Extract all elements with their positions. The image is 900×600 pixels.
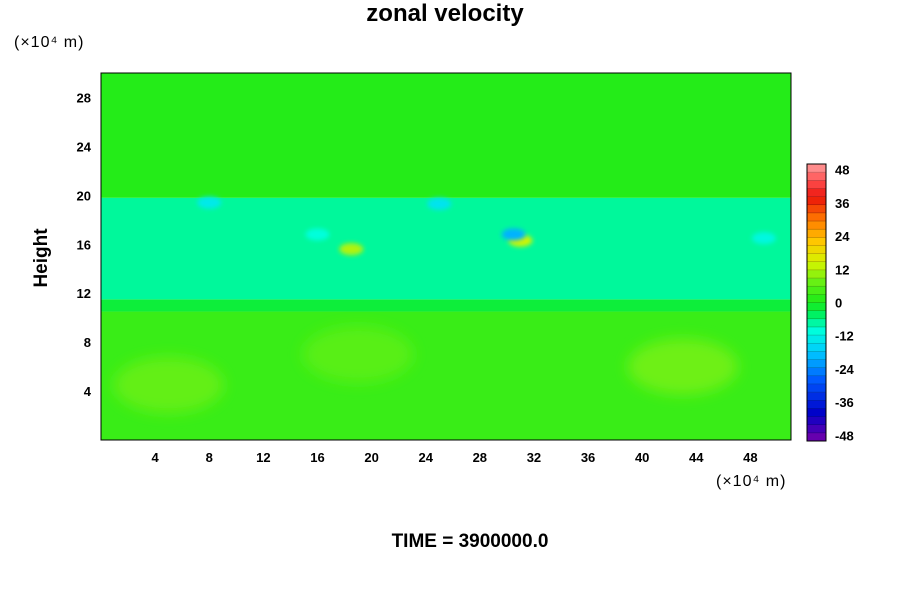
colorbar: 48 36 24 12 0 -12 -24 -36 -48 (806, 163, 855, 443)
colorbar-swatch (807, 359, 826, 368)
y-tick-label: 28 (77, 90, 91, 105)
plot-border (100, 72, 792, 441)
field-feature (303, 326, 414, 383)
field-feature (197, 196, 222, 209)
colorbar-swatch (807, 253, 826, 263)
chart-title: zonal velocity (366, 0, 524, 27)
x-unit-label: (×10⁴ m) (716, 473, 787, 490)
y-unit-label: (×10⁴ m) (14, 34, 85, 51)
x-tick-label: 8 (206, 450, 213, 465)
colorbar-swatch (807, 237, 826, 246)
colorbar-tick-label: 36 (835, 196, 849, 211)
colorbar-swatch (807, 432, 826, 442)
field-feature (751, 232, 776, 245)
colorbar-swatch (807, 424, 826, 434)
colorbar-swatch (807, 400, 826, 409)
field-band (101, 299, 791, 312)
y-axis-label: Height (31, 228, 52, 288)
colorbar-tick-label: 0 (835, 296, 842, 311)
x-tick-label: 36 (581, 450, 595, 465)
colorbar-tick-label: -36 (835, 395, 854, 410)
time-label: TIME = 3900000.0 (391, 531, 549, 552)
colorbar-border (806, 163, 827, 442)
field-band (101, 197, 791, 300)
y-tick-label: 12 (77, 286, 91, 301)
field-band (101, 73, 791, 198)
colorbar-swatch (807, 204, 826, 214)
colorbar-swatch (807, 383, 826, 393)
colorbar-swatch (807, 367, 826, 377)
y-tick-label: 4 (84, 384, 92, 399)
y-axis-ticks: 4 8 12 16 20 24 28 (77, 90, 92, 399)
colorbar-swatch (807, 229, 826, 238)
colorbar-swatch (807, 392, 826, 401)
x-tick-label: 16 (310, 450, 324, 465)
x-tick-label: 28 (473, 450, 487, 465)
x-axis-ticks: 4 8 12 16 20 24 28 32 36 40 44 48 (152, 450, 758, 465)
colorbar-swatch (807, 188, 826, 197)
colorbar-swatch (807, 172, 826, 181)
plot-area (101, 73, 791, 440)
colorbar-swatch (807, 286, 826, 295)
x-tick-label: 32 (527, 450, 541, 465)
field-feature (305, 228, 330, 241)
colorbar-tick-label: -12 (835, 329, 854, 344)
x-tick-label: 44 (689, 450, 704, 465)
colorbar-swatch (807, 408, 826, 417)
field-feature (113, 356, 224, 413)
colorbar-tick-label: -24 (835, 362, 855, 377)
colorbar-swatch (807, 180, 826, 189)
y-tick-label: 16 (77, 237, 91, 252)
colorbar-swatch (807, 351, 826, 360)
x-tick-label: 4 (152, 450, 160, 465)
colorbar-swatch (807, 278, 826, 287)
colorbar-swatch (807, 221, 826, 230)
x-tick-label: 24 (418, 450, 433, 465)
colorbar-swatch (807, 335, 826, 344)
colorbar-swatch (807, 196, 826, 206)
field-feature (501, 228, 526, 241)
x-tick-label: 12 (256, 450, 270, 465)
colorbar-swatch (807, 343, 826, 352)
colorbar-swatch (807, 302, 826, 311)
colorbar-tick-label: 24 (835, 229, 850, 244)
y-tick-label: 20 (77, 188, 91, 203)
colorbar-swatch (807, 310, 826, 320)
y-tick-label: 8 (84, 335, 91, 350)
colorbar-swatch (807, 269, 826, 279)
colorbar-swatch (807, 261, 826, 271)
colorbar-swatch (807, 318, 826, 328)
colorbar-swatch (807, 326, 826, 336)
colorbar-swatch (807, 245, 826, 254)
x-tick-label: 48 (743, 450, 757, 465)
x-tick-label: 20 (364, 450, 378, 465)
colorbar-swatch (807, 375, 826, 385)
colorbar-swatch (807, 164, 826, 173)
field-feature (627, 338, 738, 395)
field-feature (339, 243, 364, 256)
y-tick-label: 24 (77, 139, 92, 154)
colorbar-swatch (807, 416, 826, 426)
colorbar-swatch (807, 212, 826, 222)
colorbar-swatch (807, 294, 826, 303)
colorbar-tick-label: 48 (835, 163, 849, 178)
field-feature (427, 197, 452, 210)
x-tick-label: 40 (635, 450, 649, 465)
colorbar-tick-label: -48 (835, 428, 854, 443)
colorbar-tick-label: 12 (835, 262, 849, 277)
